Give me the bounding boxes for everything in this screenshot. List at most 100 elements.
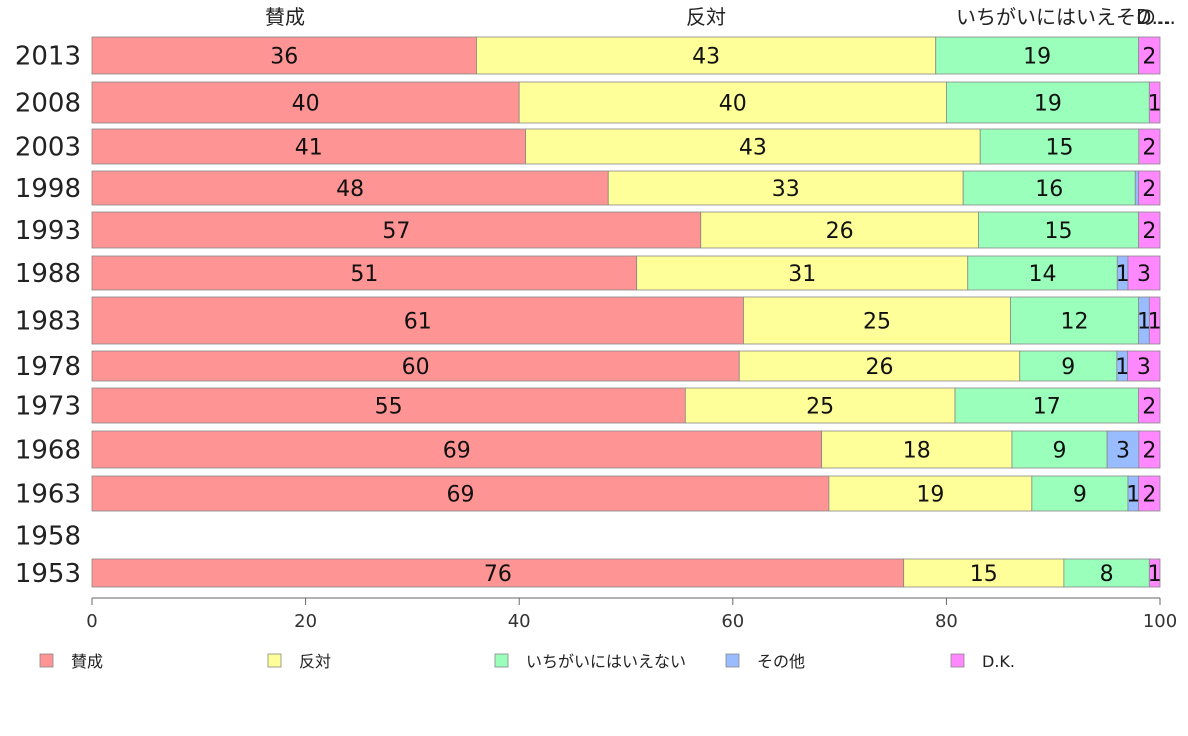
data-label-1973-2: 17 bbox=[1033, 395, 1061, 420]
top-header-labels: 賛成 反対 いちがいにはいえその…D… bbox=[265, 5, 1176, 29]
data-label-1978-2: 9 bbox=[1061, 355, 1075, 380]
year-label-2013: 2013 bbox=[15, 42, 81, 72]
header-label-3: D… bbox=[1136, 5, 1171, 29]
bar-1998-1 bbox=[607, 170, 964, 206]
bar-1963-2 bbox=[1031, 475, 1129, 512]
data-label-1968-3: 3 bbox=[1116, 439, 1130, 464]
legend-swatch-4 bbox=[950, 653, 965, 668]
data-label-1983-4: 1 bbox=[1148, 310, 1162, 335]
bar-2013-1 bbox=[476, 36, 937, 75]
year-label-1978: 1978 bbox=[15, 352, 81, 382]
bar-1968-3 bbox=[1106, 430, 1140, 469]
x-axis: 0 20 40 60 80 100 bbox=[86, 597, 1177, 632]
bar-2013-0 bbox=[91, 36, 477, 75]
data-label-2008-0: 40 bbox=[292, 92, 320, 117]
data-label-1988-3: 1 bbox=[1116, 262, 1130, 287]
data-label-1968-0: 69 bbox=[443, 439, 471, 464]
bars: 36 43 19 240 40 19 141 43 15 248 33 16 257 26 15 251 31 1… bbox=[91, 36, 1162, 588]
data-label-1993-4: 2 bbox=[1142, 219, 1156, 244]
data-label-2003-2: 15 bbox=[1046, 136, 1074, 161]
bar-1988-0 bbox=[91, 255, 638, 291]
x-tick-label-20: 20 bbox=[294, 611, 317, 632]
legend-label-3: その他 bbox=[757, 652, 805, 671]
data-label-1953-1: 15 bbox=[970, 562, 998, 587]
data-label-2008-4: 1 bbox=[1148, 92, 1162, 117]
data-label-1978-1: 26 bbox=[866, 355, 894, 380]
data-label-1968-4: 2 bbox=[1142, 439, 1156, 464]
x-tick-label-100: 100 bbox=[1143, 611, 1177, 632]
bar-1993-0 bbox=[91, 211, 702, 249]
bar-1978-1 bbox=[738, 350, 1021, 382]
header-label-1: 反対 bbox=[686, 5, 726, 29]
year-label-1968: 1968 bbox=[15, 436, 81, 466]
data-label-1973-0: 55 bbox=[375, 395, 403, 420]
data-label-1988-0: 51 bbox=[350, 262, 378, 287]
year-labels: 2013 2008 2003 1998 1993 1988 1983 1978 1973 1968… bbox=[15, 42, 81, 590]
data-label-2013-0: 36 bbox=[270, 45, 298, 70]
year-label-2003: 2003 bbox=[15, 133, 81, 163]
data-label-1998-2: 16 bbox=[1035, 177, 1063, 202]
bar-2013-4 bbox=[1138, 36, 1161, 75]
x-tick-label-40: 40 bbox=[508, 611, 531, 632]
bar-2008-0 bbox=[91, 81, 520, 124]
data-label-1978-4: 3 bbox=[1137, 355, 1151, 380]
year-label-1973: 1973 bbox=[15, 392, 81, 422]
bar-1983-1 bbox=[743, 296, 1011, 345]
data-label-2013-4: 2 bbox=[1142, 45, 1156, 70]
bar-2008-2 bbox=[946, 81, 1150, 124]
data-label-1993-0: 57 bbox=[382, 219, 410, 244]
data-label-1953-4: 1 bbox=[1148, 562, 1162, 587]
bar-1993-4 bbox=[1138, 211, 1161, 249]
data-label-1983-3: 1 bbox=[1137, 310, 1151, 335]
data-label-1953-0: 76 bbox=[484, 562, 512, 587]
bar-1968-4 bbox=[1138, 430, 1161, 469]
bar-1978-4 bbox=[1127, 350, 1161, 382]
bar-1998-2 bbox=[962, 170, 1136, 206]
bar-2003-0 bbox=[91, 128, 526, 165]
bar-1973-2 bbox=[954, 387, 1139, 424]
bar-1963-1 bbox=[828, 475, 1033, 512]
data-label-1988-1: 31 bbox=[788, 262, 816, 287]
bar-1968-0 bbox=[91, 430, 823, 469]
bar-1983-4 bbox=[1148, 296, 1161, 345]
data-label-2013-2: 19 bbox=[1023, 45, 1051, 70]
year-label-1963: 1963 bbox=[15, 480, 81, 510]
bar-1963-4 bbox=[1138, 475, 1161, 512]
data-label-1998-1: 33 bbox=[772, 177, 800, 202]
bar-1993-2 bbox=[978, 211, 1140, 249]
data-label-1978-3: 1 bbox=[1115, 355, 1129, 380]
data-label-1953-2: 8 bbox=[1100, 562, 1114, 587]
bar-1998-3 bbox=[1134, 170, 1139, 206]
bar-1968-2 bbox=[1011, 430, 1108, 469]
data-label-1963-0: 69 bbox=[446, 483, 474, 508]
header-label-0: 賛成 bbox=[265, 5, 305, 29]
data-label-1998-0: 48 bbox=[336, 177, 364, 202]
year-label-1998: 1998 bbox=[15, 174, 81, 204]
legend-swatch-3 bbox=[725, 653, 740, 668]
year-label-1988: 1988 bbox=[15, 259, 81, 289]
bar-1978-2 bbox=[1019, 350, 1118, 382]
year-label-1983: 1983 bbox=[15, 307, 81, 337]
data-label-1988-4: 3 bbox=[1137, 262, 1151, 287]
legend-label-4: D.K. bbox=[982, 652, 1015, 671]
data-label-1978-0: 60 bbox=[402, 355, 430, 380]
legend-swatch-0 bbox=[39, 653, 54, 668]
x-tick-label-80: 80 bbox=[935, 611, 958, 632]
bar-1993-1 bbox=[700, 211, 979, 249]
bar-1988-4 bbox=[1127, 255, 1161, 291]
bar-2013-2 bbox=[935, 36, 1140, 75]
bar-2003-1 bbox=[525, 128, 981, 165]
data-label-1993-2: 15 bbox=[1045, 219, 1073, 244]
data-label-2008-2: 19 bbox=[1034, 92, 1062, 117]
data-label-2003-0: 41 bbox=[295, 136, 323, 161]
header-label-2: いちがいにはいえその… bbox=[956, 5, 1176, 29]
bar-1988-2 bbox=[967, 255, 1118, 291]
data-label-2003-1: 43 bbox=[739, 136, 767, 161]
bar-1983-2 bbox=[1010, 296, 1140, 345]
bar-1973-1 bbox=[684, 387, 956, 424]
data-label-1973-1: 25 bbox=[806, 395, 834, 420]
data-label-1963-3: 1 bbox=[1126, 483, 1140, 508]
data-label-2008-1: 40 bbox=[719, 92, 747, 117]
year-label-1993: 1993 bbox=[15, 216, 81, 246]
